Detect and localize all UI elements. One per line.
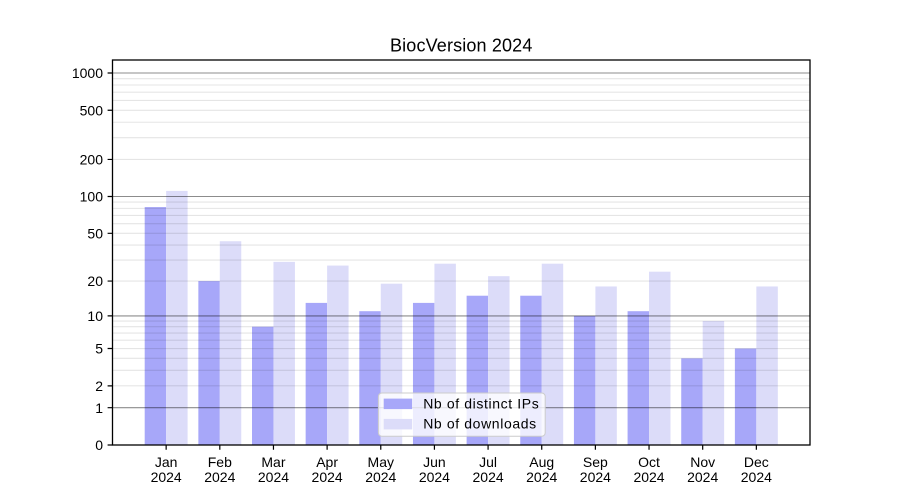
svg-text:2024: 2024 [419, 469, 450, 485]
svg-text:5: 5 [95, 341, 103, 357]
svg-text:Mar: Mar [261, 454, 285, 470]
svg-text:2024: 2024 [258, 469, 289, 485]
svg-text:2024: 2024 [473, 469, 504, 485]
svg-text:Oct: Oct [638, 454, 660, 470]
svg-text:2024: 2024 [365, 469, 396, 485]
svg-text:Jul: Jul [479, 454, 497, 470]
svg-text:Apr: Apr [316, 454, 338, 470]
svg-text:Nov: Nov [690, 454, 715, 470]
svg-text:2024: 2024 [151, 469, 182, 485]
svg-text:Nb of distinct IPs: Nb of distinct IPs [423, 396, 539, 412]
svg-text:2024: 2024 [741, 469, 772, 485]
svg-text:20: 20 [87, 273, 103, 289]
svg-text:Jun: Jun [423, 454, 446, 470]
svg-text:100: 100 [80, 189, 104, 205]
svg-text:1000: 1000 [72, 65, 103, 81]
svg-text:Feb: Feb [208, 454, 232, 470]
svg-text:Jan: Jan [155, 454, 178, 470]
svg-text:May: May [368, 454, 394, 470]
svg-text:0: 0 [95, 437, 103, 453]
svg-text:Sep: Sep [583, 454, 608, 470]
svg-text:2: 2 [95, 378, 103, 394]
svg-text:2024: 2024 [204, 469, 235, 485]
svg-text:2024: 2024 [633, 469, 664, 485]
svg-text:2024: 2024 [312, 469, 343, 485]
svg-text:1: 1 [95, 400, 103, 416]
svg-text:200: 200 [80, 152, 104, 168]
svg-text:2024: 2024 [526, 469, 557, 485]
svg-text:50: 50 [87, 225, 103, 241]
svg-text:Nb of downloads: Nb of downloads [423, 415, 537, 431]
svg-text:2024: 2024 [580, 469, 611, 485]
svg-text:Aug: Aug [529, 454, 554, 470]
svg-text:500: 500 [80, 102, 104, 118]
svg-text:BiocVersion 2024: BiocVersion 2024 [390, 36, 533, 56]
svg-text:2024: 2024 [687, 469, 718, 485]
svg-text:10: 10 [87, 308, 103, 324]
svg-text:Dec: Dec [744, 454, 769, 470]
